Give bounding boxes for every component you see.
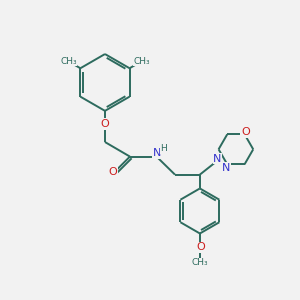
Text: O: O xyxy=(108,167,117,177)
Text: O: O xyxy=(196,242,205,252)
Text: N: N xyxy=(213,154,222,164)
Text: CH₃: CH₃ xyxy=(192,258,208,267)
Text: O: O xyxy=(241,127,250,137)
Text: H: H xyxy=(160,145,167,154)
Text: O: O xyxy=(100,119,109,129)
Text: N: N xyxy=(222,163,230,173)
Text: N: N xyxy=(152,148,161,158)
Text: CH₃: CH₃ xyxy=(133,57,150,66)
Text: CH₃: CH₃ xyxy=(60,57,77,66)
